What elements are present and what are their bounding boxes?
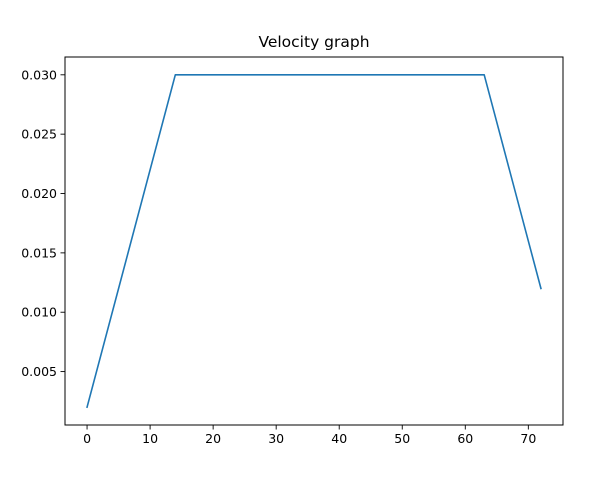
plot-frame bbox=[64, 56, 564, 426]
y-tick-label: 0.020 bbox=[21, 186, 57, 201]
x-tick-label: 30 bbox=[268, 431, 284, 446]
y-tick-label: 0.015 bbox=[21, 245, 57, 260]
y-tick-label: 0.010 bbox=[21, 305, 57, 320]
x-tick-label: 50 bbox=[394, 431, 410, 446]
axes-layer: 0 10 20 30 40 50 60 70 0.005 0.010 0.015 0.020 0.025… bbox=[21, 56, 564, 446]
x-tick-label: 70 bbox=[520, 431, 536, 446]
y-tick-label: 0.005 bbox=[21, 364, 57, 379]
y-tick-label: 0.030 bbox=[21, 67, 57, 82]
x-tick-label: 40 bbox=[331, 431, 347, 446]
chart-title: Velocity graph bbox=[258, 33, 369, 51]
series-layer bbox=[86, 74, 542, 409]
x-tick-label: 10 bbox=[142, 431, 158, 446]
x-tick-label: 20 bbox=[205, 431, 221, 446]
x-tick-label: 0 bbox=[83, 431, 91, 446]
y-tick-label: 0.025 bbox=[21, 127, 57, 142]
series-line-0 bbox=[86, 74, 542, 409]
x-tick-label: 60 bbox=[457, 431, 473, 446]
